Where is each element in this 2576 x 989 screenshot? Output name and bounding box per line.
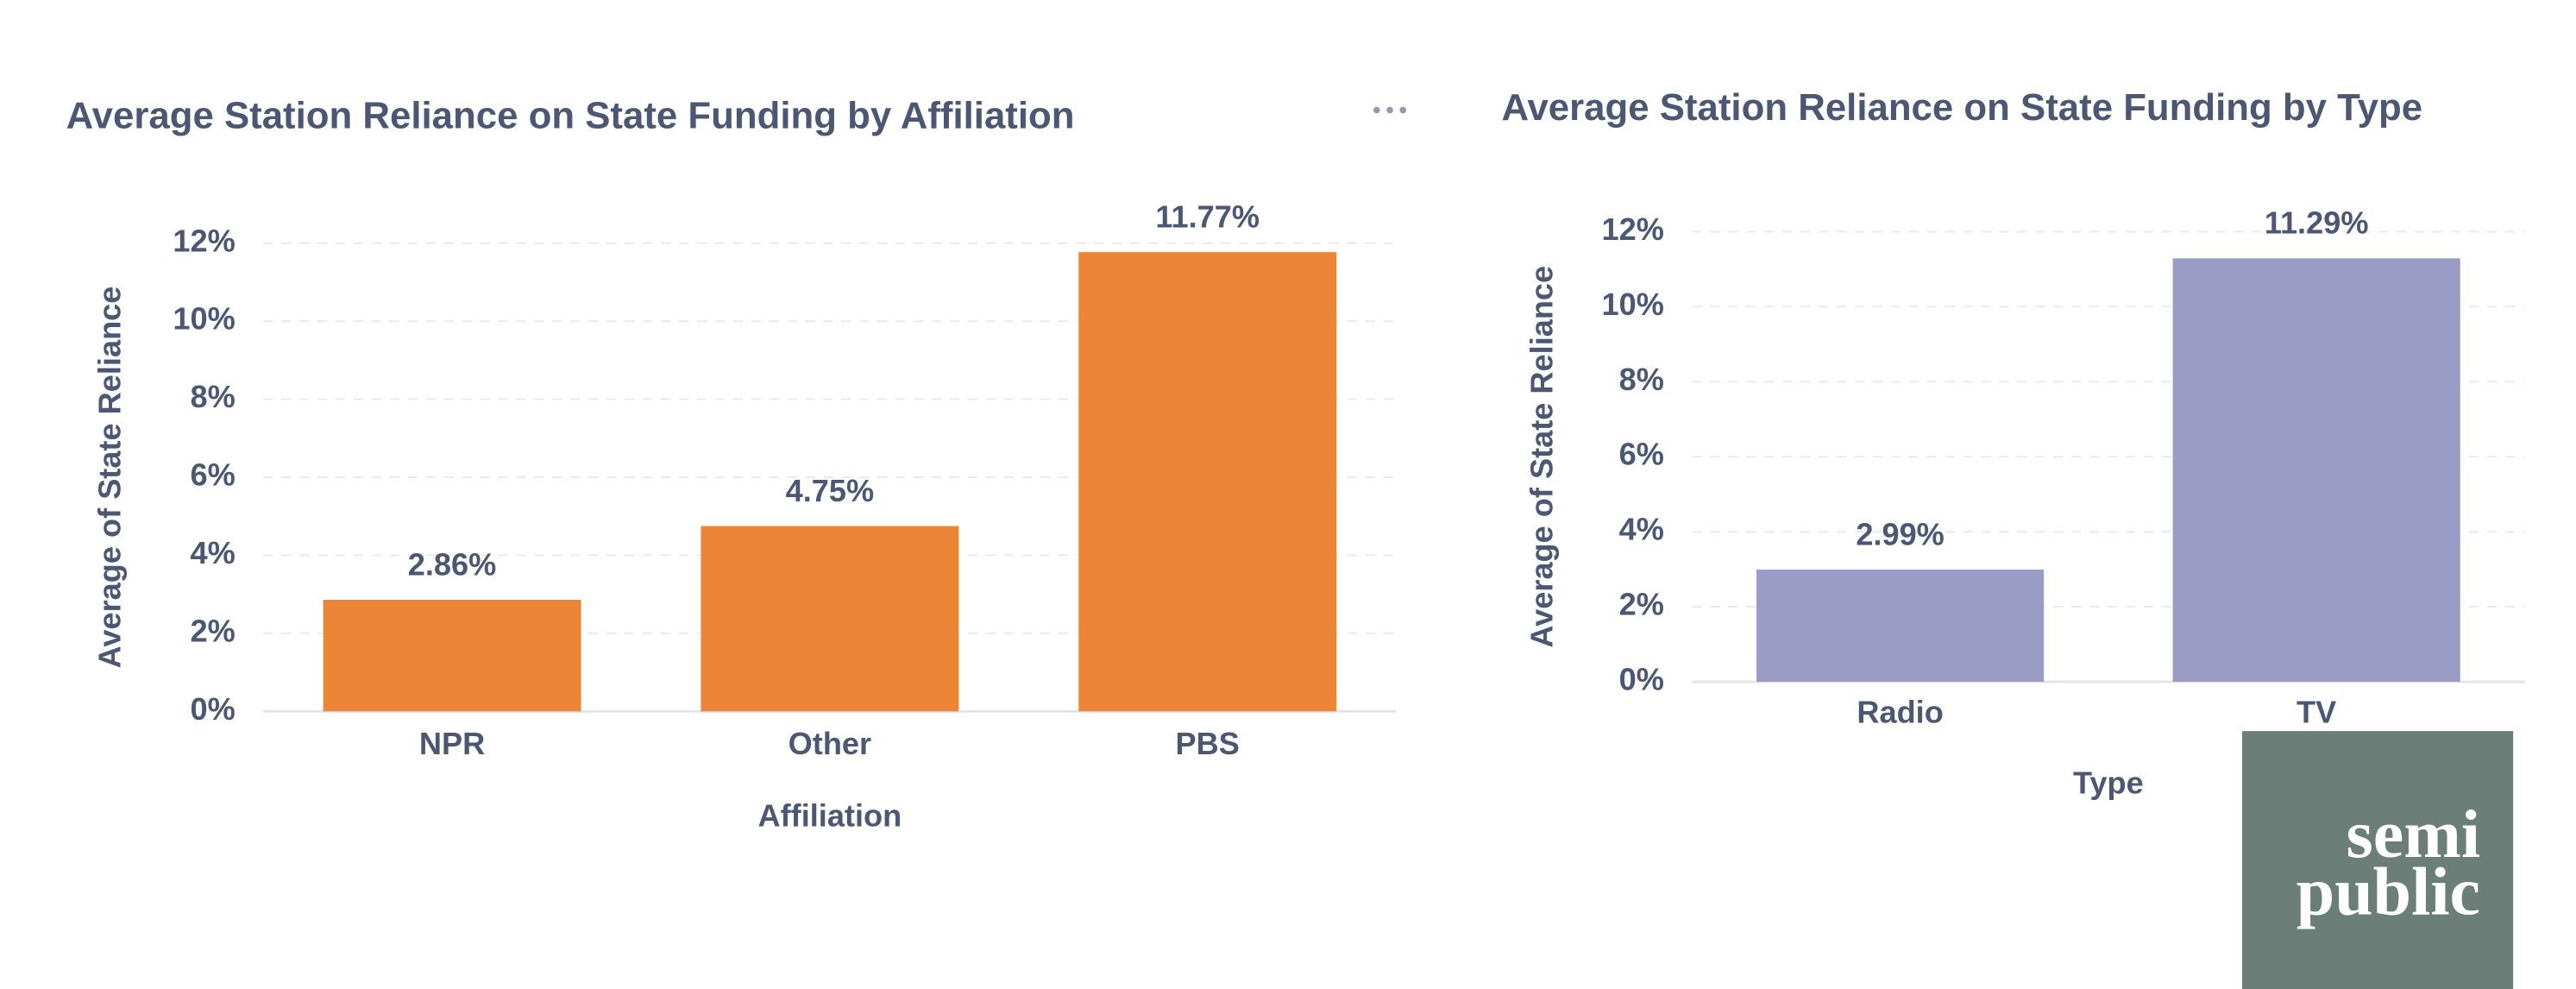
logo-background <box>2242 731 2514 989</box>
value-label: 2.99% <box>1856 517 1945 552</box>
x-tick-label: NPR <box>419 726 485 761</box>
x-tick-label: Other <box>789 726 871 761</box>
x-tick-label: PBS <box>1176 726 1240 761</box>
y-axis-label: Average of State Reliance <box>92 287 128 669</box>
x-axis-label: Type <box>2073 765 2144 800</box>
y-tick-label: 12% <box>1602 211 1664 247</box>
y-tick-label: 2% <box>190 613 235 648</box>
chart-title: Average Station Reliance on State Fundin… <box>66 95 1075 137</box>
x-axis-label: Affiliation <box>758 798 902 834</box>
chart-title: Average Station Reliance on State Fundin… <box>1501 86 2422 129</box>
y-tick-label: 10% <box>173 301 235 337</box>
y-axis-label: Average of State Reliance <box>1524 266 1560 648</box>
y-tick-label: 0% <box>190 691 235 727</box>
menu-dot <box>1373 106 1380 114</box>
y-tick-label: 8% <box>190 379 235 414</box>
bar <box>1078 252 1337 712</box>
value-label: 2.86% <box>408 546 497 582</box>
bar <box>701 526 959 712</box>
y-tick-label: 12% <box>173 223 235 258</box>
y-tick-label: 8% <box>1619 362 1664 397</box>
bar <box>323 599 581 712</box>
menu-dot <box>1399 106 1407 114</box>
menu-dot <box>1386 106 1393 114</box>
value-label: 11.77% <box>1155 199 1260 235</box>
y-tick-label: 4% <box>1619 512 1664 547</box>
chart: Average Station Reliance on State Fundin… <box>1501 86 2525 800</box>
value-label: 4.75% <box>786 473 875 508</box>
value-label: 11.29% <box>2265 205 2369 241</box>
chart: Average Station Reliance on State Fundin… <box>66 95 1397 834</box>
menu-icon[interactable] <box>1373 106 1407 114</box>
bar <box>2172 258 2460 683</box>
y-tick-label: 6% <box>190 457 235 493</box>
logo-text: semi <box>2347 797 2480 872</box>
y-tick-label: 6% <box>1619 437 1664 472</box>
logo-text: public <box>2296 854 2480 930</box>
y-tick-label: 10% <box>1602 287 1664 322</box>
bar <box>1756 570 2045 683</box>
y-tick-label: 0% <box>1619 662 1664 697</box>
x-tick-label: Radio <box>1857 695 1943 730</box>
y-tick-label: 4% <box>190 535 235 570</box>
y-tick-label: 2% <box>1619 587 1664 622</box>
x-tick-label: TV <box>2296 695 2336 730</box>
